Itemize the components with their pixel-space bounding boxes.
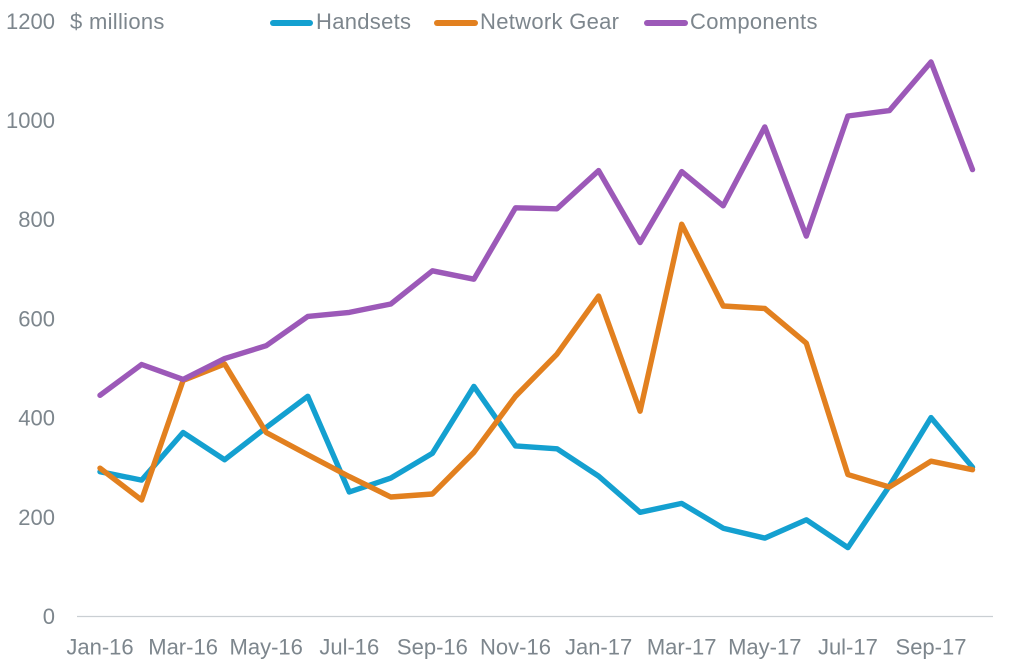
svg-text:Nov-16: Nov-16 [480, 634, 551, 659]
svg-text:Jan-16: Jan-16 [66, 634, 133, 659]
svg-text:800: 800 [18, 207, 55, 232]
svg-text:$ millions: $ millions [70, 9, 165, 34]
svg-text:Mar-17: Mar-17 [647, 634, 717, 659]
svg-text:Components: Components [690, 9, 818, 34]
svg-text:400: 400 [18, 406, 55, 431]
svg-text:Handsets: Handsets [316, 9, 411, 34]
svg-text:200: 200 [18, 505, 55, 530]
svg-text:Sep-17: Sep-17 [896, 634, 967, 659]
svg-text:Network Gear: Network Gear [480, 9, 619, 34]
svg-text:1000: 1000 [6, 108, 55, 133]
svg-text:0: 0 [43, 604, 55, 629]
svg-text:Jul-17: Jul-17 [818, 634, 878, 659]
svg-text:Mar-16: Mar-16 [148, 634, 218, 659]
svg-text:May-16: May-16 [230, 634, 303, 659]
svg-text:Jul-16: Jul-16 [319, 634, 379, 659]
svg-text:Jan-17: Jan-17 [565, 634, 632, 659]
svg-text:1200: 1200 [6, 9, 55, 34]
svg-text:600: 600 [18, 306, 55, 331]
svg-text:May-17: May-17 [728, 634, 801, 659]
svg-text:Sep-16: Sep-16 [397, 634, 468, 659]
